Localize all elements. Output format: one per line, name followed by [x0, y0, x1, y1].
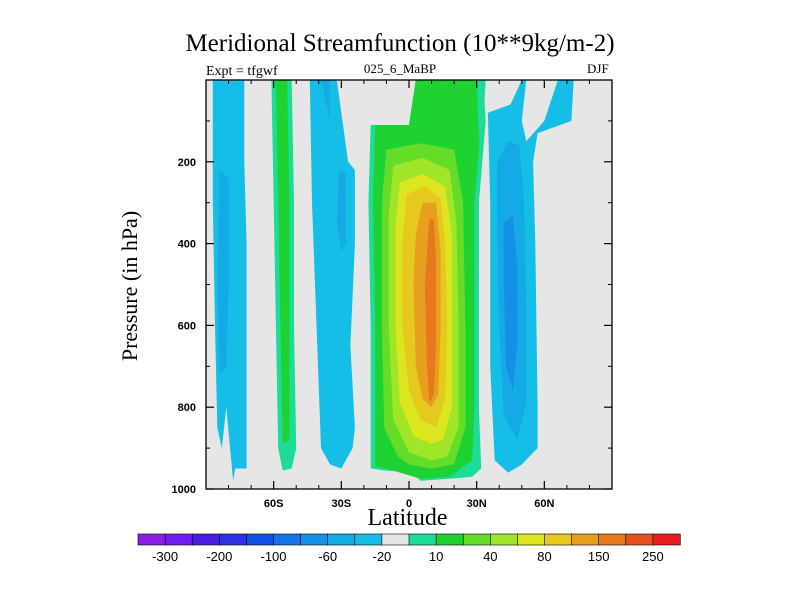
contour-ferrel-cell-core-2: [336, 170, 346, 252]
colorbar-label: -60: [318, 549, 337, 564]
colorbar-label: -300: [152, 549, 178, 564]
colorbar-swatch: [246, 533, 275, 546]
colorbar-swatch: [219, 533, 248, 546]
x-tick-label: 60N: [534, 498, 554, 510]
contour-ferrel-cell-core: [321, 80, 331, 121]
colorbar-swatch: [164, 533, 193, 546]
colorbar-swatch: [327, 533, 356, 546]
colorbar-swatch: [137, 533, 166, 546]
colorbar-label: 10: [429, 549, 443, 564]
colorbar-swatch: [571, 533, 600, 546]
colorbar-label: -20: [373, 549, 392, 564]
colorbar-swatch: [381, 533, 410, 546]
run-label: 025_6_MaBP: [363, 61, 437, 76]
x-tick-label: 30S: [332, 498, 352, 510]
colorbar: -300 -200 -100 -60 -20 10 40 80 150 250: [137, 533, 681, 564]
colorbar-swatch: [544, 533, 573, 546]
colorbar-swatch: [517, 533, 546, 546]
x-tick-label: 60S: [264, 498, 284, 510]
x-axis-label: Latitude: [367, 505, 448, 531]
colorbar-swatch: [408, 533, 437, 546]
season-label: DJF: [587, 61, 609, 76]
y-tick-label: 200: [178, 157, 196, 169]
colorbar-swatch: [625, 533, 654, 546]
x-tick-label: 0: [406, 498, 412, 510]
contour-southern-polar-cell-core: [217, 170, 229, 375]
colorbar-label: 150: [588, 549, 610, 564]
colorbar-swatch: [354, 533, 383, 546]
y-tick-label: 600: [178, 320, 196, 332]
colorbar-label: -100: [260, 549, 286, 564]
colorbar-swatch: [462, 533, 491, 546]
contour-regions: [212, 80, 574, 481]
y-tick-label: 1000: [172, 484, 196, 496]
contour-northern-upper-positive: [476, 80, 486, 142]
colorbar-label: -200: [206, 549, 232, 564]
colorbar-swatch: [273, 533, 302, 546]
experiment-label: Expt = tfgwf: [206, 64, 278, 79]
colorbar-swatch: [191, 533, 220, 546]
contour-hadley-cell-level-200: [424, 219, 437, 404]
colorbar-label: 250: [642, 549, 664, 564]
y-tick-label: 800: [178, 402, 196, 414]
colorbar-swatch: [652, 533, 681, 546]
chart-title: Meridional Streamfunction (10**9kg/m-2): [185, 30, 615, 57]
x-tick-label: 30N: [467, 498, 487, 510]
colorbar-label: 80: [537, 549, 551, 564]
axis-ticks: 60S 30S 0 30N 60N 200 400 600 800 1000: [172, 80, 612, 510]
y-tick-label: 400: [178, 239, 196, 251]
contour-northern-ferrel-inner: [503, 215, 518, 391]
colorbar-swatch: [300, 533, 329, 546]
colorbar-label: 40: [483, 549, 497, 564]
contour-southern-midlat-positive-core: [275, 80, 290, 444]
colorbar-swatch: [489, 533, 518, 546]
colorbar-swatch: [435, 533, 464, 546]
colorbar-swatch: [598, 533, 627, 546]
